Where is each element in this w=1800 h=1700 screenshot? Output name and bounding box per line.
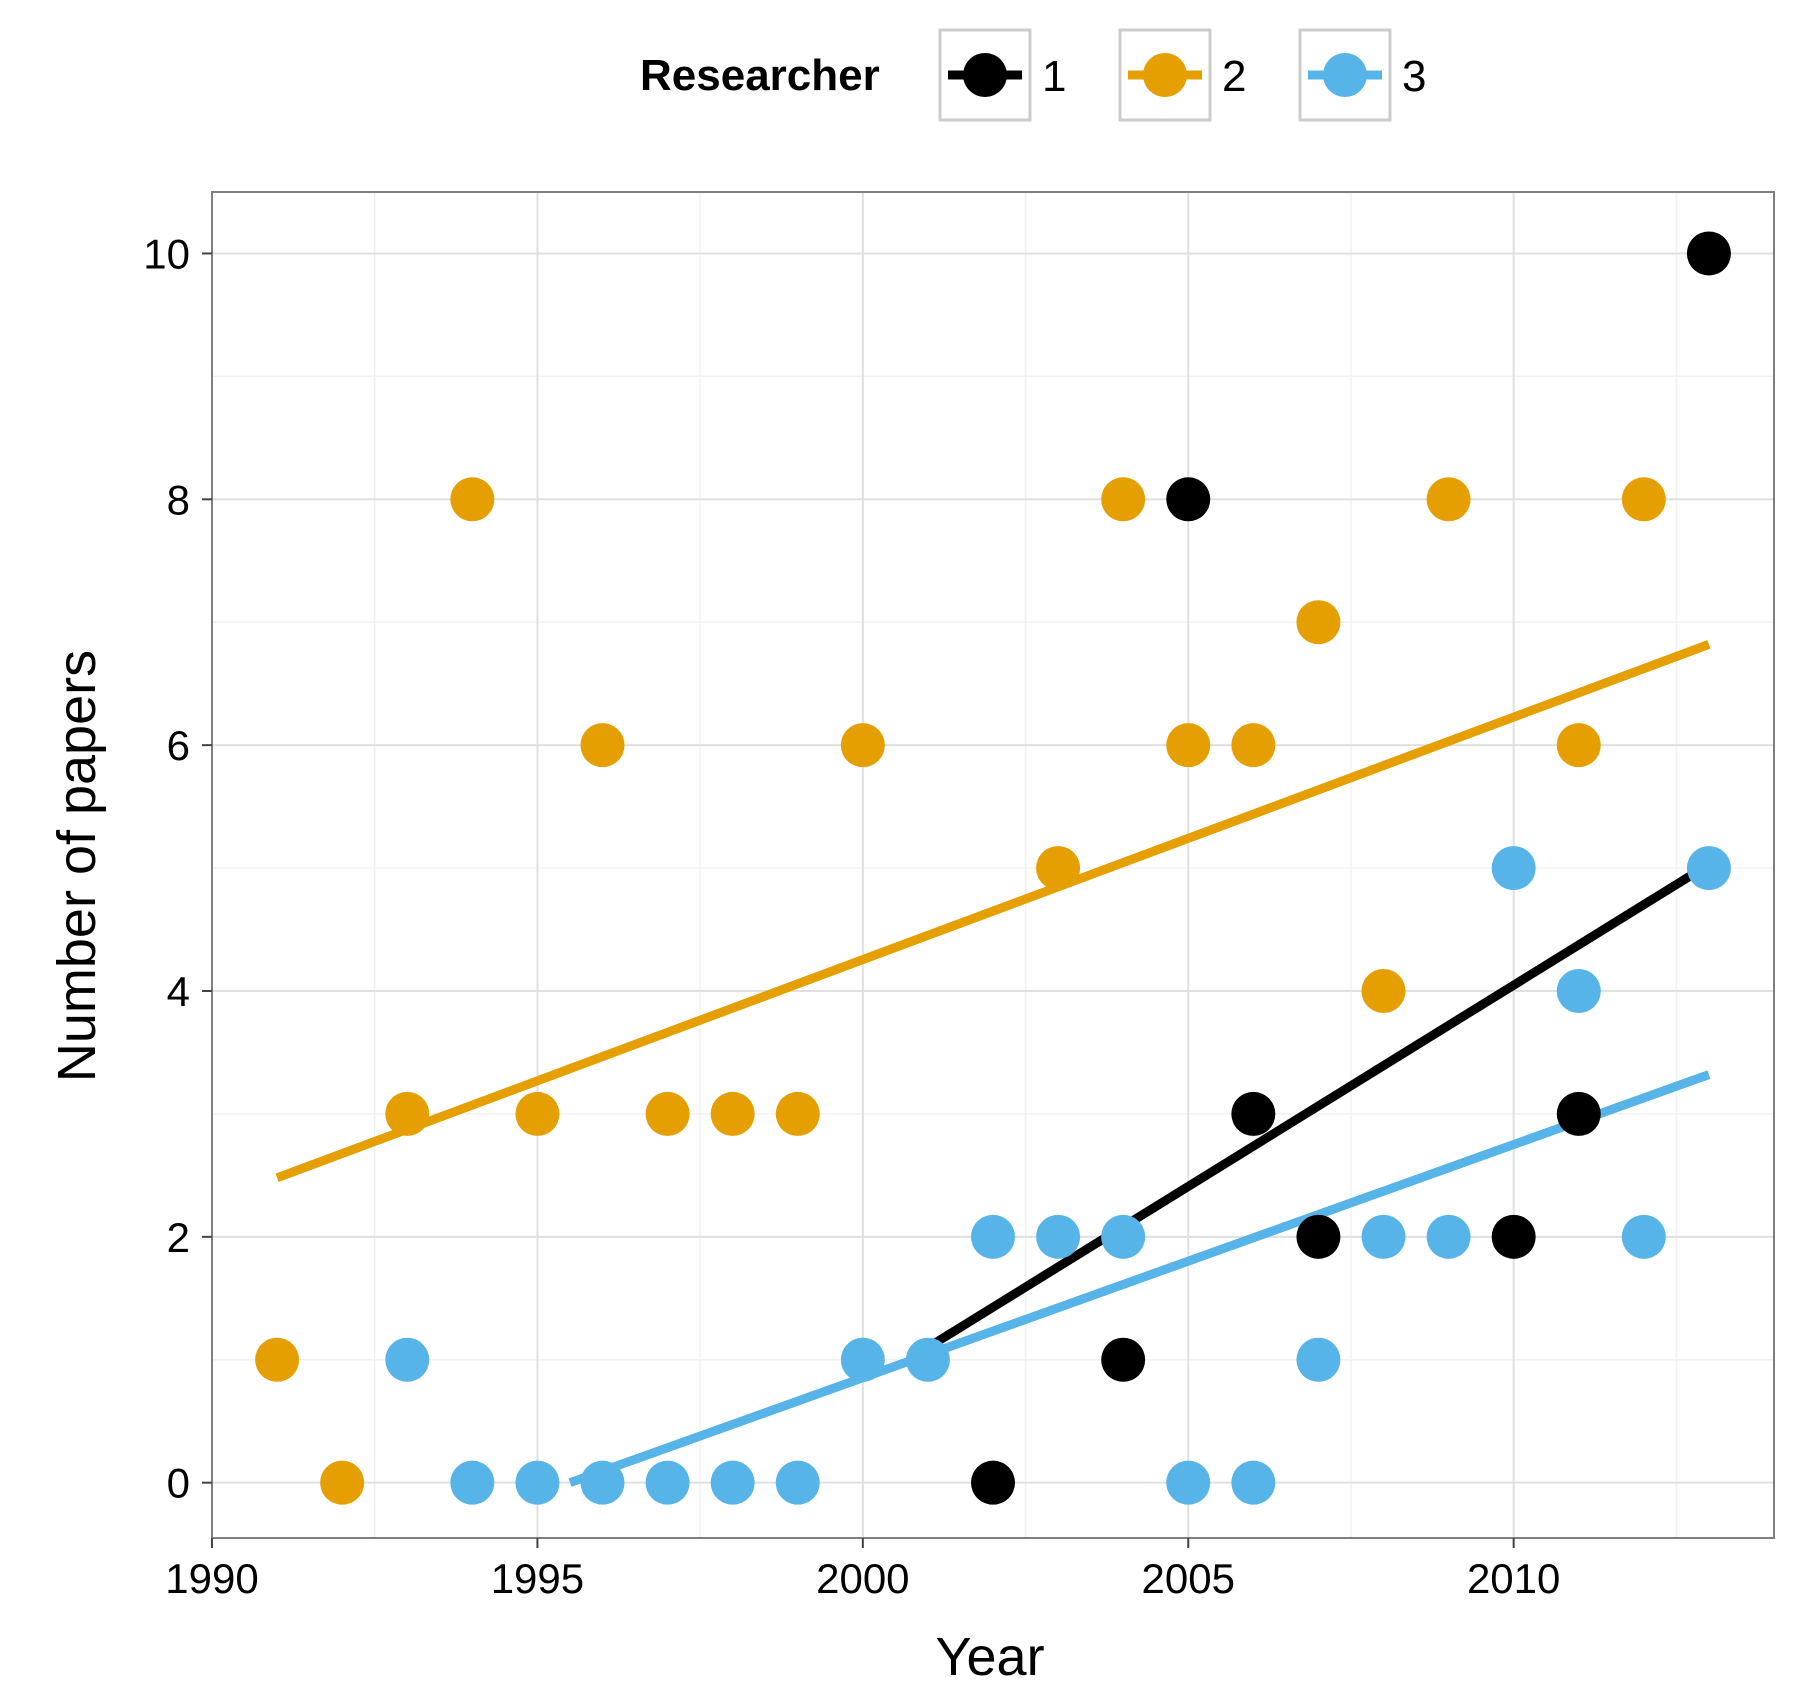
data-point-researcher-2	[1361, 968, 1406, 1013]
data-point-researcher-3	[515, 1460, 560, 1505]
legend-label-2: 2	[1222, 52, 1246, 101]
data-point-researcher-3	[645, 1460, 690, 1505]
legend: Researcher 1 2 3	[640, 28, 1426, 122]
data-point-researcher-1	[1231, 1091, 1276, 1136]
data-point-researcher-2	[385, 1091, 430, 1136]
y-tick-label: 10	[143, 230, 190, 277]
y-tick-label: 2	[167, 1214, 190, 1261]
plot-border	[211, 191, 1775, 1539]
data-point-researcher-2	[645, 1091, 690, 1136]
y-tick-label: 4	[167, 968, 190, 1015]
data-point-researcher-2	[1101, 477, 1146, 522]
data-point-researcher-3	[385, 1337, 430, 1382]
plot-panel	[212, 192, 1774, 1538]
y-tick-label: 6	[167, 722, 190, 769]
data-point-researcher-2	[450, 477, 495, 522]
data-point-researcher-1	[1101, 1337, 1146, 1382]
data-point-researcher-2	[1231, 723, 1276, 768]
data-points	[255, 231, 1731, 1505]
y-axis-title: Number of papers	[47, 650, 107, 1082]
data-point-researcher-3	[1686, 846, 1731, 891]
trend-line-researcher-3	[568, 1070, 1711, 1487]
data-point-researcher-1	[1556, 1091, 1601, 1136]
legend-label-3: 3	[1402, 52, 1426, 101]
data-point-researcher-3	[1296, 1337, 1341, 1382]
trend-lines	[275, 640, 1712, 1487]
data-point-researcher-2	[1296, 600, 1341, 645]
data-point-researcher-2	[255, 1337, 300, 1382]
data-point-researcher-2	[775, 1091, 820, 1136]
data-point-researcher-2	[710, 1091, 755, 1136]
data-point-researcher-2	[580, 723, 625, 768]
data-point-researcher-3	[580, 1460, 625, 1505]
data-point-researcher-2	[1036, 846, 1081, 891]
data-point-researcher-3	[905, 1337, 950, 1382]
x-tick-label: 1990	[165, 1555, 258, 1602]
data-point-researcher-3	[1426, 1214, 1471, 1259]
legend-title: Researcher	[640, 51, 880, 100]
data-point-researcher-3	[1361, 1214, 1406, 1259]
data-point-researcher-2	[1621, 477, 1666, 522]
legend-key-point	[963, 53, 1007, 97]
x-tick-label: 2000	[816, 1555, 909, 1602]
y-tick-label: 8	[167, 476, 190, 523]
legend-key-point	[1143, 53, 1187, 97]
data-point-researcher-1	[1686, 231, 1731, 276]
data-point-researcher-2	[320, 1460, 365, 1505]
data-point-researcher-1	[1491, 1214, 1536, 1259]
data-point-researcher-3	[1556, 968, 1601, 1013]
x-axis-title: Year	[935, 1627, 1044, 1687]
data-point-researcher-2	[840, 723, 885, 768]
data-point-researcher-2	[1426, 477, 1471, 522]
x-tick-label: 2010	[1467, 1555, 1560, 1602]
data-point-researcher-3	[450, 1460, 495, 1505]
legend-label-1: 1	[1042, 52, 1066, 101]
data-point-researcher-3	[840, 1337, 885, 1382]
data-point-researcher-3	[1101, 1214, 1146, 1259]
x-tick-label: 2005	[1142, 1555, 1235, 1602]
data-point-researcher-1	[1296, 1214, 1341, 1259]
trend-line-researcher-1	[925, 860, 1712, 1352]
data-point-researcher-3	[710, 1460, 755, 1505]
data-point-researcher-3	[1491, 846, 1536, 891]
data-point-researcher-3	[1621, 1214, 1666, 1259]
data-point-researcher-3	[971, 1214, 1015, 1259]
data-point-researcher-2	[1556, 723, 1601, 768]
data-point-researcher-2	[1166, 723, 1211, 768]
legend-key-point	[1323, 53, 1367, 97]
data-point-researcher-1	[1166, 477, 1211, 522]
data-point-researcher-3	[1036, 1214, 1081, 1259]
data-point-researcher-3	[1231, 1460, 1276, 1505]
x-tick-label: 1995	[491, 1555, 584, 1602]
data-point-researcher-2	[515, 1091, 560, 1136]
x-axis: 1990 1995 2000 2005 2010	[165, 1538, 1560, 1602]
data-point-researcher-1	[971, 1460, 1015, 1505]
data-point-researcher-3	[1166, 1460, 1211, 1505]
y-tick-label: 0	[167, 1460, 190, 1507]
data-point-researcher-3	[775, 1460, 820, 1505]
y-axis: 0 2 4 6 8 10	[143, 230, 212, 1507]
trend-line-researcher-2	[275, 640, 1711, 1183]
